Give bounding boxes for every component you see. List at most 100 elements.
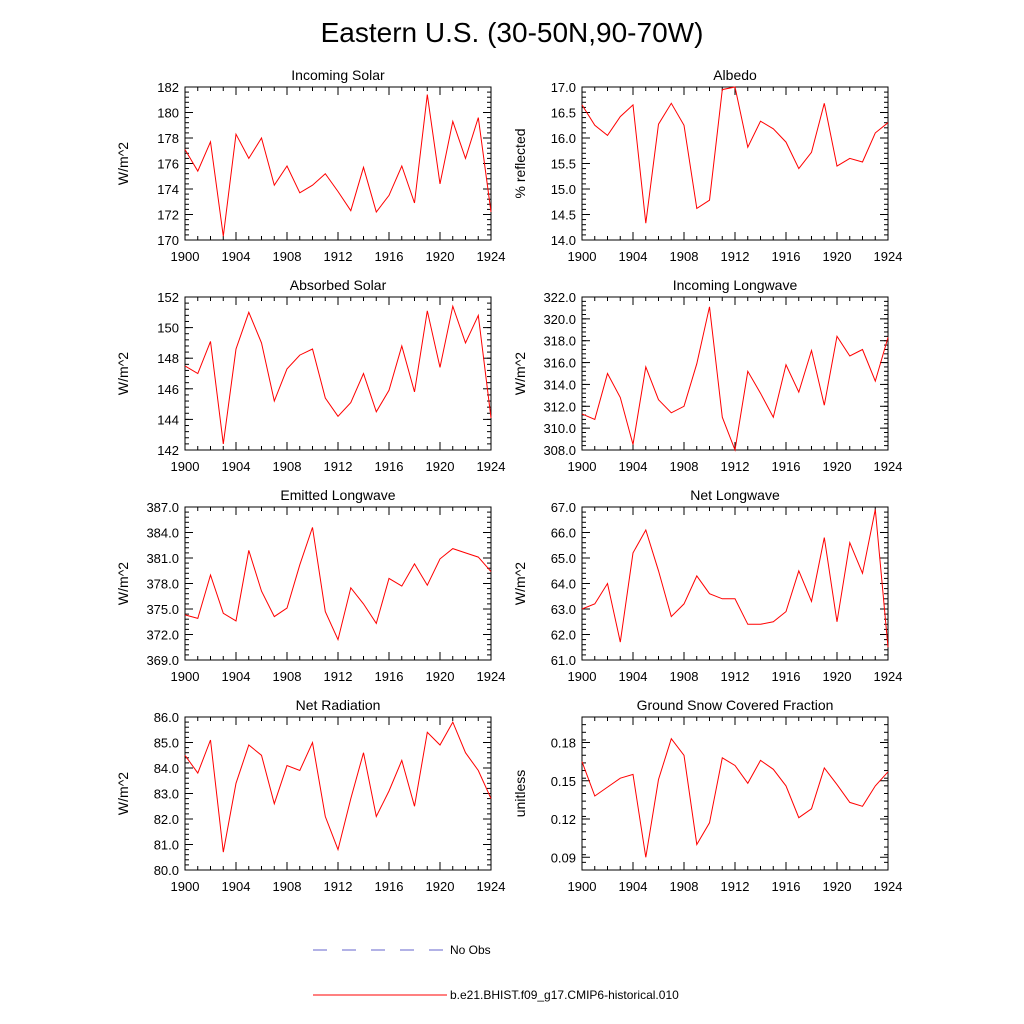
y-tick-label: 378.0 (146, 577, 179, 592)
y-axis-label: W/m^2 (115, 772, 131, 815)
y-tick-label: 84.0 (154, 761, 179, 776)
y-tick-label: 16.5 (551, 106, 576, 121)
x-tick-label: 1908 (273, 249, 302, 264)
x-tick-label: 1900 (568, 249, 597, 264)
panel-title: Absorbed Solar (290, 277, 387, 293)
x-tick-label: 1912 (324, 459, 353, 474)
series-line (184, 720, 492, 853)
series-line (581, 509, 889, 648)
series-line (184, 94, 492, 237)
panel-net-radiation: Net Radiation W/m^2 1900 1904 1908 1912 1916 19… (115, 697, 505, 894)
x-tick-label: 1900 (171, 249, 200, 264)
y-tick-label: 310.0 (543, 421, 576, 436)
y-tick-label: 82.0 (154, 812, 179, 827)
y-tick-label: 142 (157, 443, 179, 458)
x-tick-label: 1920 (426, 459, 455, 474)
y-tick-label: 318.0 (543, 334, 576, 349)
y-tick-label: 14.5 (551, 208, 576, 223)
y-tick-label: 316.0 (543, 356, 576, 371)
y-tick-label: 65.0 (551, 551, 576, 566)
figure-title: Eastern U.S. (30-50N,90-70W) (321, 17, 704, 48)
plot-frame (184, 296, 492, 451)
x-tick-label: 1920 (426, 669, 455, 684)
panel-title: Albedo (713, 67, 757, 83)
x-tick-label: 1908 (273, 459, 302, 474)
y-tick-label: 17.0 (551, 80, 576, 95)
panel-incoming-solar: Incoming Solar W/m^2 1900 1904 1908 1912 1916 1… (115, 67, 505, 264)
panel-incoming-longwave: Incoming Longwave W/m^2 1900 1904 1908 1912 19… (512, 277, 902, 474)
y-tick-label: 152 (157, 290, 179, 305)
series-line (581, 306, 889, 452)
y-tick-label: 63.0 (551, 602, 576, 617)
x-tick-label: 1924 (874, 879, 903, 894)
y-tick-label: 85.0 (154, 736, 179, 751)
x-tick-label: 1924 (874, 459, 903, 474)
x-tick-label: 1920 (426, 879, 455, 894)
y-tick-label: 176 (157, 157, 179, 172)
x-tick-label: 1912 (324, 879, 353, 894)
panel-emitted-longwave: Emitted Longwave W/m^2 1900 1904 1908 1912 191… (115, 487, 505, 684)
x-tick-label: 1920 (823, 879, 852, 894)
y-axis-label: W/m^2 (115, 562, 131, 605)
y-tick-label: 372.0 (146, 628, 179, 643)
x-tick-label: 1916 (375, 459, 404, 474)
plot-frame (184, 86, 492, 241)
y-tick-label: 146 (157, 382, 179, 397)
panel-title: Incoming Solar (291, 67, 385, 83)
x-tick-label: 1904 (222, 879, 251, 894)
panel-title: Net Radiation (296, 697, 381, 713)
y-tick-label: 14.0 (551, 233, 576, 248)
y-tick-label: 144 (157, 412, 179, 427)
y-tick-label: 178 (157, 131, 179, 146)
y-tick-label: 369.0 (146, 653, 179, 668)
x-tick-label: 1916 (772, 669, 801, 684)
y-tick-label: 384.0 (146, 526, 179, 541)
y-tick-label: 0.18 (551, 736, 576, 751)
y-tick-label: 375.0 (146, 602, 179, 617)
panel-grid: Incoming Solar W/m^2 1900 1904 1908 1912 1916 1… (115, 67, 902, 894)
legend: No Obs b.e21.BHIST.f09_g17.CMIP6-histori… (313, 943, 679, 1002)
series-line (581, 737, 889, 858)
y-tick-label: 15.5 (551, 157, 576, 172)
panel-title: Emitted Longwave (280, 487, 395, 503)
panel-net-longwave: Net Longwave W/m^2 1900 1904 1908 1912 1916 192… (512, 487, 902, 684)
x-tick-label: 1908 (273, 879, 302, 894)
x-tick-label: 1912 (324, 249, 353, 264)
y-axis-label: W/m^2 (115, 352, 131, 395)
x-tick-label: 1916 (375, 249, 404, 264)
x-tick-label: 1904 (222, 459, 251, 474)
panel-ground-snow-covered-fraction: Ground Snow Covered Fraction unitless 1900… (512, 697, 902, 894)
plot-frame (581, 716, 889, 871)
x-tick-label: 1904 (619, 459, 648, 474)
x-tick-label: 1916 (375, 669, 404, 684)
y-tick-label: 0.09 (551, 850, 576, 865)
y-tick-label: 322.0 (543, 290, 576, 305)
x-tick-label: 1924 (874, 249, 903, 264)
y-tick-label: 387.0 (146, 500, 179, 515)
y-axis-label: W/m^2 (512, 562, 528, 605)
x-tick-label: 1904 (619, 669, 648, 684)
x-tick-label: 1912 (324, 669, 353, 684)
x-tick-label: 1924 (477, 249, 506, 264)
y-tick-label: 0.15 (551, 774, 576, 789)
x-tick-label: 1920 (823, 459, 852, 474)
x-tick-label: 1904 (619, 249, 648, 264)
y-tick-label: 86.0 (154, 710, 179, 725)
y-tick-label: 15.0 (551, 182, 576, 197)
x-tick-label: 1900 (568, 669, 597, 684)
y-tick-label: 61.0 (551, 653, 576, 668)
y-tick-label: 320.0 (543, 312, 576, 327)
plot-frame (184, 716, 492, 871)
y-axis-label: W/m^2 (512, 352, 528, 395)
x-tick-label: 1912 (721, 879, 750, 894)
x-tick-label: 1916 (375, 879, 404, 894)
y-tick-label: 66.0 (551, 526, 576, 541)
y-axis-label: W/m^2 (115, 142, 131, 185)
panel-title: Incoming Longwave (673, 277, 798, 293)
y-tick-label: 182 (157, 80, 179, 95)
x-tick-label: 1908 (670, 459, 699, 474)
x-tick-label: 1912 (721, 249, 750, 264)
y-tick-label: 308.0 (543, 443, 576, 458)
y-tick-label: 0.12 (551, 812, 576, 827)
